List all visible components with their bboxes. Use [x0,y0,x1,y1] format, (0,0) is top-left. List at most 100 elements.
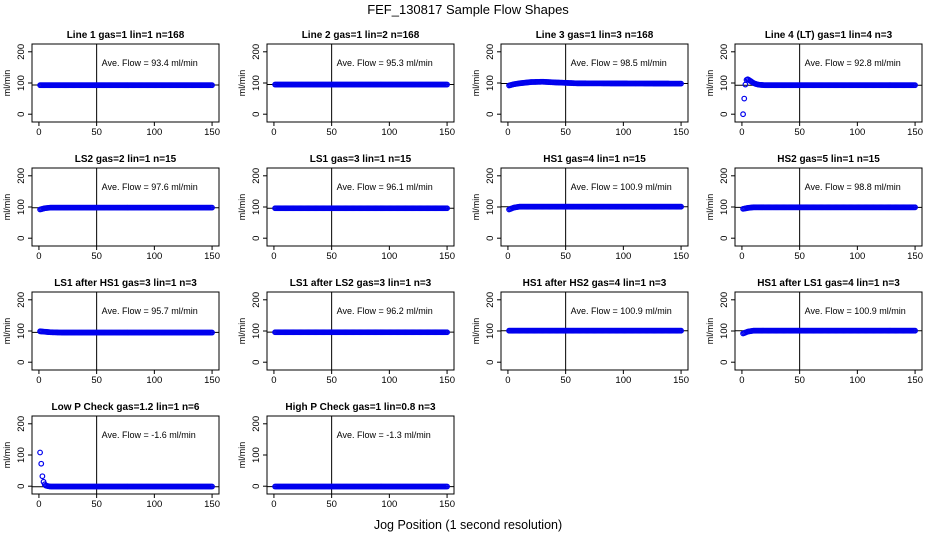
data-point [912,204,918,211]
x-tick-label: 100 [615,375,631,386]
y-tick-label: 100 [16,75,27,91]
y-tick-label: 100 [16,447,27,463]
x-tick-label: 100 [146,127,162,138]
panel-title: LS1 gas=3 lin=1 n=15 [310,154,412,165]
x-tick-label: 100 [146,499,162,510]
x-tick-label: 150 [439,251,455,262]
x-tick-label: 150 [204,251,220,262]
x-tick-label: 150 [204,499,220,510]
chart-panel: HS1 after HS2 gas=4 lin=1 n=3 0 50 100 150 0 1… [471,278,689,386]
plot-frame [266,415,455,495]
avg-flow-annotation: Ave. Flow = 95.3 ml/min [337,58,433,68]
y-tick-label: 200 [719,292,730,308]
panel-title: Low P Check gas=1.2 lin=1 n=6 [52,402,200,413]
x-tick-label: 50 [91,499,102,510]
page-title: FEF_130817 Sample Flow Shapes [367,2,569,17]
y-axis-label: ml/min [471,70,481,97]
avg-flow-annotation: Ave. Flow = 100.9 ml/min [805,306,906,316]
data-point [912,82,918,89]
y-tick-label: 0 [16,484,27,489]
y-axis-label: ml/min [471,194,481,221]
y-tick-label: 100 [719,75,730,91]
y-tick-label: 0 [719,360,730,365]
data-point [444,329,450,336]
x-tick-label: 50 [326,499,337,510]
data-point [37,449,43,456]
avg-flow-annotation: Ave. Flow = 96.1 ml/min [337,182,433,192]
x-tick-label: 100 [849,127,865,138]
x-tick-label: 150 [907,375,923,386]
chart-panel: LS2 gas=2 lin=1 n=15 0 50 100 150 0 100 200 ml/m… [2,154,220,262]
chart-panel: LS1 after LS2 gas=3 lin=1 n=3 0 50 100 150 0 1… [237,278,455,386]
y-tick-label: 200 [485,292,496,308]
y-axis-label: ml/min [2,442,12,469]
y-tick-label: 100 [719,199,730,215]
data-point [742,81,749,88]
x-tick-label: 150 [439,375,455,386]
x-tick-label: 50 [326,375,337,386]
x-tick-label: 0 [271,499,276,510]
y-axis-label: ml/min [2,70,12,97]
x-tick-label: 0 [271,251,276,262]
x-tick-label: 50 [794,375,805,386]
panel-title: High P Check gas=1 lin=0.8 n=3 [285,402,436,413]
y-tick-label: 200 [16,44,27,60]
x-tick-label: 100 [381,499,397,510]
y-tick-label: 0 [16,360,27,365]
y-tick-label: 100 [485,323,496,339]
panel-title: Line 2 gas=1 lin=2 n=168 [302,30,420,41]
y-axis-label: ml/min [237,70,247,97]
avg-flow-annotation: Ave. Flow = -1.3 ml/min [337,430,431,440]
data-point [740,111,746,118]
y-tick-label: 0 [485,360,496,365]
data-point [912,327,918,334]
x-tick-label: 50 [560,251,571,262]
chart-panel: HS1 after LS1 gas=4 lin=1 n=3 0 50 100 150 0 1… [705,278,923,386]
x-tick-label: 100 [381,127,397,138]
x-tick-label: 50 [326,251,337,262]
y-tick-label: 0 [251,360,262,365]
x-tick-label: 50 [91,375,102,386]
x-axis-caption: Jog Position (1 second resolution) [373,518,563,532]
y-axis-label: ml/min [237,318,247,345]
x-tick-label: 100 [381,375,397,386]
data-point [678,327,684,334]
avg-flow-annotation: Ave. Flow = 93.4 ml/min [102,58,198,68]
x-tick-label: 0 [505,127,510,138]
avg-flow-annotation: Ave. Flow = 95.7 ml/min [102,306,198,316]
y-tick-label: 200 [251,292,262,308]
x-tick-label: 0 [271,375,276,386]
data-point [39,473,46,480]
y-tick-label: 0 [251,112,262,117]
y-axis-label: ml/min [237,194,247,221]
chart-panel: Line 3 gas=1 lin=3 n=168 0 50 100 150 0 100 200… [471,30,689,138]
y-tick-label: 0 [251,484,262,489]
panel-title: Line 4 (LT) gas=1 lin=4 n=3 [765,30,893,41]
x-tick-label: 100 [146,375,162,386]
x-tick-label: 0 [739,375,744,386]
x-tick-label: 150 [204,127,220,138]
y-tick-label: 200 [485,168,496,184]
panel-title: HS2 gas=5 lin=1 n=15 [777,154,880,165]
x-tick-label: 150 [673,127,689,138]
y-tick-label: 200 [16,168,27,184]
chart-panel: Low P Check gas=1.2 lin=1 n=6 0 50 100 150 0 1… [2,402,220,510]
y-tick-label: 0 [485,236,496,241]
x-tick-label: 100 [615,127,631,138]
y-tick-label: 100 [719,323,730,339]
y-axis-label: ml/min [705,318,715,345]
x-tick-label: 0 [505,375,510,386]
y-tick-label: 100 [251,75,262,91]
x-tick-label: 0 [36,251,41,262]
panel-title: LS1 after HS1 gas=3 lin=1 n=3 [54,278,197,289]
y-tick-label: 0 [719,112,730,117]
y-axis-label: ml/min [705,194,715,221]
y-tick-label: 0 [719,236,730,241]
x-tick-label: 100 [849,251,865,262]
chart-panel: Line 4 (LT) gas=1 lin=4 n=3 0 50 100 150 0 100… [705,30,923,138]
x-tick-label: 0 [271,127,276,138]
avg-flow-annotation: Ave. Flow = 96.2 ml/min [337,306,433,316]
x-tick-label: 0 [505,251,510,262]
data-point [741,95,748,102]
